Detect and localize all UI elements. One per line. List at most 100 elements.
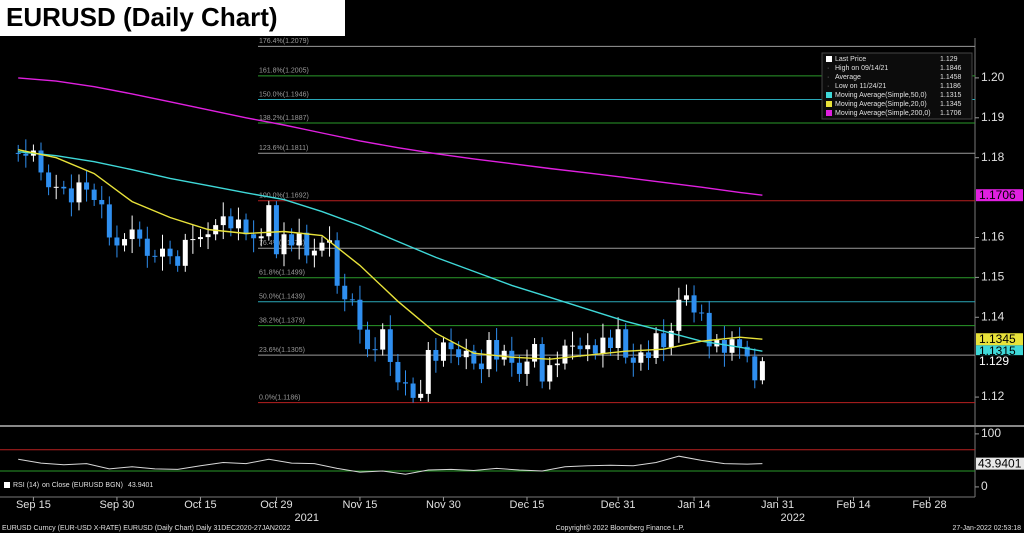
candle-body [744, 346, 750, 357]
candle-body [281, 234, 287, 255]
candle-body [76, 182, 82, 203]
legend-label: Average [835, 74, 861, 81]
candle-body [53, 186, 59, 188]
rsi-tag-box [976, 457, 1024, 470]
candle-body [144, 238, 150, 256]
ma20-tag-box [976, 333, 1023, 346]
y-tick-label: 1.14 [981, 309, 1005, 323]
candle-body [220, 216, 226, 226]
fib-label: 100.0%(1.1692) [259, 193, 309, 200]
candle-body [38, 150, 44, 173]
x-tick-label: Nov 30 [426, 499, 461, 511]
legend-value: 1.1345 [940, 101, 962, 108]
x-tick-label: Feb 28 [912, 499, 946, 511]
candle-body [251, 234, 257, 239]
candle-body [570, 345, 576, 347]
moving-average-line [18, 77, 763, 196]
fib-label: 61.8%(1.1499) [259, 270, 305, 277]
candle-body [668, 330, 674, 348]
legend-marker: · [827, 83, 829, 90]
candle-body [91, 189, 97, 200]
year-label: 2022 [781, 512, 805, 524]
candle-body [289, 234, 295, 246]
candle-body [615, 329, 621, 348]
candle-body [23, 153, 29, 156]
candle-body [334, 240, 340, 286]
candle-body [243, 219, 249, 235]
candle-body [440, 342, 446, 361]
candle-body [122, 239, 128, 246]
candle-body [175, 256, 181, 266]
candle-body [456, 349, 462, 358]
candle-body [562, 345, 568, 364]
candle-body [235, 219, 241, 229]
candle-body [365, 329, 371, 350]
candle-body [638, 352, 644, 363]
legend-value: 1.1186 [940, 83, 961, 90]
legend-label: High on 09/14/21 [835, 65, 888, 72]
rsi-line [18, 455, 763, 475]
rsi-legend-name: RSI (14) [13, 482, 39, 489]
candle-body [15, 152, 21, 154]
legend-swatch [826, 92, 832, 98]
candle-body [752, 356, 758, 381]
candle-body [478, 363, 484, 370]
candle-body [402, 382, 408, 384]
y-tick-label: 1.12 [981, 389, 1005, 403]
ma50-tag: 1.1315 [979, 344, 1016, 358]
candle-body [380, 329, 386, 350]
legend-value: 1.1846 [940, 65, 962, 72]
candle-body [494, 340, 500, 360]
fib-label: 0.0%(1.1186) [259, 395, 301, 402]
legend-swatch [826, 56, 832, 62]
legend-box [821, 52, 973, 120]
legend-value: 1.1706 [940, 110, 962, 117]
candle-body [129, 229, 135, 240]
candle-body [319, 242, 325, 251]
candle-body [114, 237, 120, 246]
candle-body [554, 363, 560, 366]
legend-value: 1.129 [940, 56, 958, 63]
candle-body [630, 357, 636, 363]
candle-body [137, 229, 143, 239]
y-tick-label: 1.18 [981, 150, 1005, 164]
candle-body [296, 232, 302, 246]
candle-body [304, 232, 310, 256]
x-tick-label: Dec 15 [510, 499, 545, 511]
candle-body [425, 349, 431, 394]
candle-body [357, 299, 363, 330]
candle-body [372, 349, 378, 351]
candle-body [266, 205, 272, 237]
candle-body [539, 344, 545, 382]
candle-body [99, 199, 105, 205]
rsi-legend-swatch [4, 482, 10, 488]
candle-body [190, 239, 196, 241]
candle-body [418, 393, 424, 398]
moving-average-line [18, 149, 763, 360]
ma50-tag-box [976, 345, 1023, 358]
candle-body [592, 345, 598, 354]
legend-marker: · [827, 74, 829, 81]
candle-body [387, 329, 393, 362]
candle-body [448, 342, 454, 350]
x-tick-label: Jan 31 [761, 499, 794, 511]
candle-body [410, 383, 416, 398]
candle-body [205, 234, 211, 238]
ma20-tag: 1.1345 [979, 332, 1016, 346]
candle-body [182, 239, 188, 266]
candle-body [759, 361, 765, 381]
year-label: 2021 [295, 512, 319, 524]
fib-label: 176.4%(1.2079) [259, 38, 309, 45]
chart-title: EURUSD (Daily Chart) [6, 2, 278, 32]
y-tick-label: 1.16 [981, 230, 1005, 244]
footer-right: 27-Jan-2022 02:53:18 [953, 525, 1022, 532]
legend-swatch [826, 110, 832, 116]
candle-body [311, 250, 317, 256]
candle-body [228, 216, 234, 229]
legend-label: Low on 11/24/21 [835, 83, 886, 90]
candle-body [585, 345, 591, 350]
candle-body [106, 204, 112, 238]
footer-left: EURUSD Curncy (EUR-USD X-RATE) EURUSD (D… [2, 525, 291, 532]
